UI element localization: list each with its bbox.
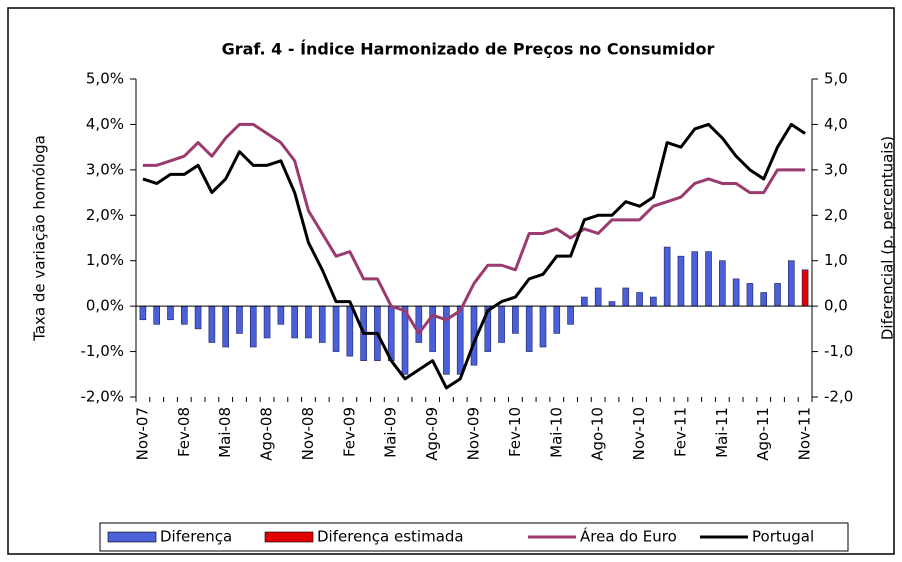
- bar: [291, 305, 298, 339]
- bar: [774, 283, 781, 307]
- bar: [387, 305, 395, 361]
- bar: [167, 305, 174, 321]
- legend-swatch: [264, 531, 314, 543]
- legend-label: Diferença: [160, 528, 232, 546]
- x-tick-label: Nov-09: [465, 407, 483, 460]
- bar: [719, 260, 726, 307]
- bar: [608, 301, 616, 307]
- bar: [705, 251, 712, 307]
- bar: [732, 278, 740, 307]
- legend-swatch: [107, 531, 157, 543]
- y2-tick-label: 1,0: [824, 251, 848, 269]
- bar: [236, 305, 243, 334]
- bar: [194, 305, 202, 330]
- chart-title: Graf. 4 - Índice Harmonizado de Preços n…: [222, 40, 715, 59]
- x-tick-label: Nov-11: [796, 407, 814, 460]
- y-tick-label: -2,0%: [80, 388, 124, 406]
- y-tick-label: 1,0%: [86, 251, 124, 269]
- bar: [443, 305, 450, 375]
- bar: [622, 287, 630, 307]
- y2-tick-label: 5,0: [824, 70, 848, 88]
- bar: [277, 305, 285, 325]
- bar: [332, 305, 340, 352]
- x-tick-label: Ago-08: [258, 407, 276, 461]
- legend-label: Diferença estimada: [317, 528, 464, 546]
- y2-tick-label: 3,0: [824, 160, 848, 178]
- x-tick-label: Nov-08: [299, 407, 317, 460]
- y2-tick-label: 4,0: [824, 115, 848, 133]
- bar: [222, 305, 229, 348]
- bar: [208, 305, 216, 343]
- y-tick-label: 3,0%: [86, 160, 124, 178]
- x-tick-label: Ago-10: [589, 407, 607, 461]
- x-tick-label: Fev-10: [506, 407, 524, 457]
- x-tick-label: Nov-10: [630, 407, 648, 460]
- bar: [746, 283, 754, 307]
- legend-label: Portugal: [752, 528, 814, 546]
- x-tick-label: Mai-08: [216, 407, 234, 458]
- bar: [180, 305, 188, 325]
- chart-frame: [7, 7, 895, 555]
- bar: [415, 305, 423, 343]
- y2-axis-label: Diferencial (p. percentuais): [879, 136, 897, 340]
- bar: [581, 296, 588, 307]
- bar: [512, 305, 519, 334]
- bar: [305, 305, 312, 339]
- x-tick-label: Fev-08: [175, 407, 193, 457]
- bar: [539, 305, 547, 348]
- bar: [801, 269, 809, 307]
- bar: [456, 305, 464, 375]
- bar: [650, 296, 657, 307]
- y-tick-label: 5,0%: [86, 70, 124, 88]
- y2-tick-label: 0,0: [824, 297, 848, 315]
- bar: [567, 305, 574, 325]
- bar: [318, 305, 326, 343]
- y2-tick-label: 2,0: [824, 206, 848, 224]
- bar: [263, 305, 271, 339]
- bar: [249, 305, 257, 348]
- line: [142, 122, 806, 335]
- x-tick-label: Fev-11: [671, 407, 689, 457]
- bar: [663, 246, 671, 307]
- y-tick-label: -1,0%: [80, 342, 124, 360]
- y-tick-label: 0,0%: [86, 297, 124, 315]
- bar: [525, 305, 533, 352]
- bar: [636, 292, 643, 307]
- bar: [760, 292, 768, 307]
- bar: [553, 305, 561, 334]
- y-tick-label: 2,0%: [86, 206, 124, 224]
- x-tick-label: Nov-07: [133, 407, 151, 460]
- bar: [677, 255, 685, 307]
- x-tick-label: Mai-09: [382, 407, 400, 458]
- x-tick-label: Mai-10: [547, 407, 565, 458]
- x-tick-label: Ago-11: [754, 407, 772, 461]
- y-tick-label: 4,0%: [86, 115, 124, 133]
- bar: [788, 260, 795, 307]
- bar: [691, 251, 699, 307]
- bar: [153, 305, 160, 325]
- bar: [498, 305, 505, 343]
- bar: [346, 305, 354, 357]
- y2-tick-label: -2,0: [824, 388, 853, 406]
- bar: [429, 305, 436, 352]
- bar: [139, 305, 147, 321]
- x-tick-label: Ago-09: [423, 407, 441, 461]
- bar: [594, 287, 602, 307]
- line: [142, 122, 806, 390]
- y-axis-label: Taxa de variação homóloga: [31, 135, 49, 342]
- x-tick-label: Fev-09: [340, 407, 358, 457]
- y2-tick-label: -1,0: [824, 342, 853, 360]
- legend-label: Área do Euro: [580, 527, 677, 546]
- x-tick-label: Mai-11: [713, 407, 731, 458]
